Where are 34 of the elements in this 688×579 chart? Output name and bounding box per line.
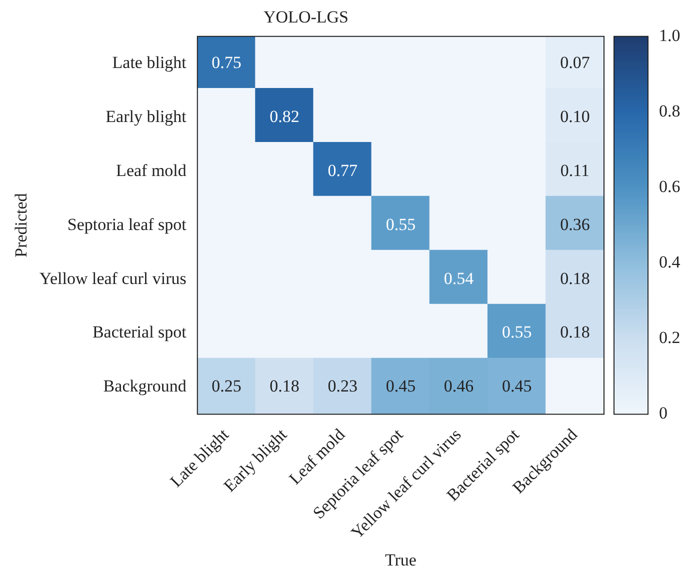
data-label: 0.55 — [386, 214, 416, 234]
data-label: 0.45 — [386, 376, 416, 396]
data-label: 0.54 — [444, 268, 474, 288]
data-label: 0.55 — [502, 322, 532, 342]
data-label: 0.18 — [560, 268, 590, 288]
y-tick-label: Bacterial spot — [92, 322, 187, 342]
data-label: 0.07 — [560, 52, 590, 72]
data-label: 0.75 — [212, 52, 242, 72]
color-bar-label: 0.2 — [659, 328, 680, 348]
color-bar-label: 0.8 — [659, 101, 680, 120]
chart-title: YOLO-LGS — [264, 8, 348, 27]
x-axis-title: True — [384, 550, 416, 570]
color-bar-label: 0.6 — [659, 177, 680, 196]
data-label: 0.77 — [328, 160, 358, 180]
color-bar-label: 1.0 — [659, 26, 680, 45]
y-tick-label: Early blight — [106, 106, 187, 126]
y-tick-label: Leaf mold — [116, 160, 187, 180]
color-bar-label: 0 — [659, 404, 668, 423]
data-label: 0.18 — [270, 376, 300, 396]
data-label: 0.18 — [560, 322, 590, 342]
data-label: 0.23 — [328, 376, 358, 396]
data-label: 0.46 — [444, 376, 474, 396]
data-label: 0.11 — [560, 160, 590, 180]
color-bar-label: 0.4 — [659, 252, 681, 272]
data-label: 0.45 — [502, 376, 532, 396]
y-tick-label: Septoria leaf spot — [67, 214, 187, 234]
y-axis-title: Predicted — [12, 192, 31, 258]
data-label: 0.82 — [270, 106, 300, 126]
data-label: 0.25 — [212, 376, 242, 396]
data-label: 0.10 — [560, 106, 590, 126]
y-tick-label: Background — [103, 376, 187, 396]
y-tick-label: Yellow leaf curl virus — [39, 268, 186, 288]
data-label: 0.36 — [560, 214, 590, 234]
y-tick-label: Late blight — [112, 52, 187, 72]
